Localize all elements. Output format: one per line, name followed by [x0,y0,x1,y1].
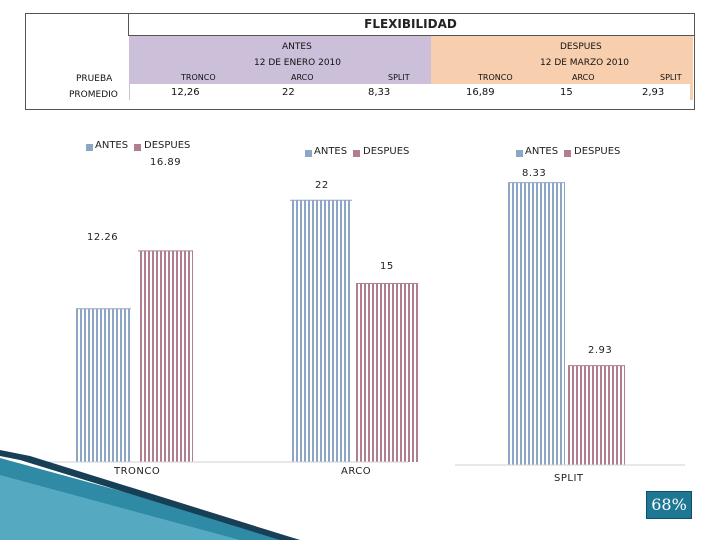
label-split-antes: 8.33 [522,168,547,179]
bar-arco-antes [290,200,352,462]
label-tronco-despues: 16.89 [150,157,182,168]
despues-col-arco: ARCO [572,73,595,82]
antes-val-tronco: 12,26 [171,87,200,98]
despues-header: DESPUES [560,42,602,52]
despues-col-split: SPLIT [660,73,682,82]
table-title-cell [128,13,694,36]
legend-despues-label: DESPUES [574,146,621,157]
antes-col-arco: ARCO [291,73,314,82]
legend-despues-swatch [134,144,141,151]
antes-val-split: 8,33 [368,87,391,98]
legend-antes-label: ANTES [95,140,129,151]
despues-val-split: 2,93 [642,87,665,98]
despues-val-arco: 15 [560,87,573,98]
antes-val-arco: 22 [282,87,295,98]
summary-table [25,13,695,110]
despues-col-tronco: TRONCO [478,73,513,82]
bar-tronco-antes [76,308,131,462]
category-arco: ARCO [341,466,372,477]
label-arco-despues: 15 [380,261,394,272]
bar-split-despues [568,365,625,465]
bar-arco-despues [356,283,418,462]
label-tronco-antes: 12.26 [87,232,119,243]
category-tronco: TRONCO [114,466,161,477]
legend-despues-label: DESPUES [144,140,191,151]
label-split-despues: 2.93 [588,345,613,356]
table-title: FLEXIBILIDAD [364,17,457,31]
legend-antes-swatch [86,144,93,151]
antes-col-split: SPLIT [388,73,410,82]
corner-decoration [0,450,300,540]
category-split: SPLIT [554,473,584,484]
bar-tronco-despues [138,250,193,462]
legend-antes-label: ANTES [314,146,348,157]
despues-val-tronco: 16,89 [466,87,495,98]
antes-col-tronco: TRONCO [181,73,216,82]
legend-despues-swatch [353,150,360,157]
label-arco-antes: 22 [315,180,329,191]
legend-antes-label: ANTES [525,146,559,157]
values-strip [130,84,690,100]
percent-badge: 68% [646,491,692,519]
legend-despues-swatch [564,150,571,157]
legend-antes-swatch [305,150,312,157]
bars-layer [76,182,625,465]
row-prueba-label: PRUEBA [76,74,113,84]
row-promedio-label: PROMEDIO [69,90,118,100]
antes-header: ANTES [282,42,312,52]
despues-date: 12 DE MARZO 2010 [540,58,629,68]
antes-date: 12 DE ENERO 2010 [254,58,341,68]
bar-split-antes [508,182,565,465]
row-labels-block [26,70,129,100]
legend-despues-label: DESPUES [363,146,410,157]
legend-antes-swatch [516,150,523,157]
